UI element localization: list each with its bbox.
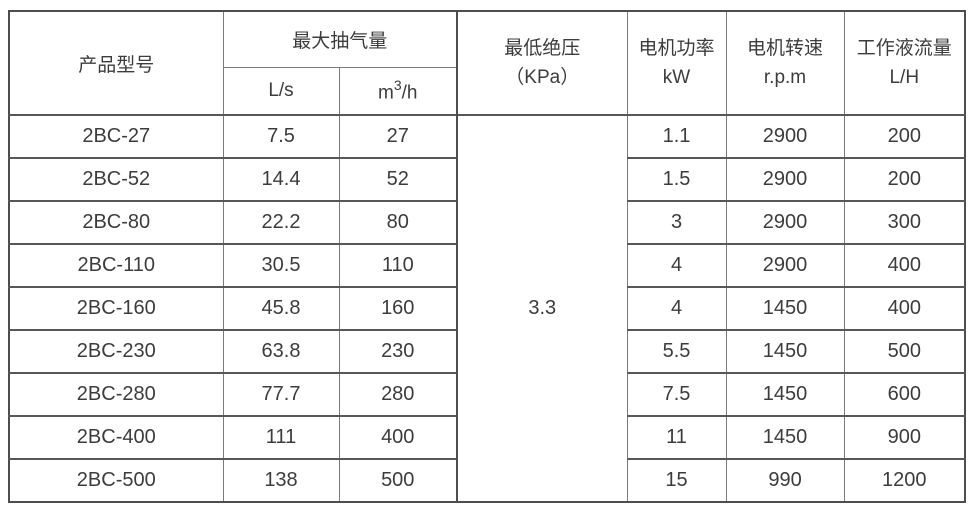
model-cell: 2BC-230 xyxy=(8,329,224,374)
m3h-cell: 80 xyxy=(338,200,458,245)
model-cell: 2BC-500 xyxy=(8,458,224,503)
kw-cell: 4 xyxy=(626,243,727,288)
lh-cell: 300 xyxy=(843,200,966,245)
ls-cell: 111 xyxy=(222,415,340,460)
m3h-cell: 52 xyxy=(338,157,458,202)
ls-cell: 63.8 xyxy=(222,329,340,374)
header-min-pressure: 最低绝压 （KPa） xyxy=(456,10,628,116)
kw-cell: 3 xyxy=(626,200,727,245)
rpm-cell: 2900 xyxy=(725,243,845,288)
rpm-cell: 1450 xyxy=(725,372,845,417)
header-unit-m3h: m3/h xyxy=(338,66,458,116)
lh-cell: 600 xyxy=(843,372,966,417)
rpm-cell: 2900 xyxy=(725,200,845,245)
kw-cell: 7.5 xyxy=(626,372,727,417)
table-body: 2BC-27 7.5 27 3.3 1.1 2900 200 2BC-52 14.4 52 1.5 2… xyxy=(8,114,966,503)
ls-cell: 7.5 xyxy=(222,114,340,159)
header-motor-power: 电机功率 kW xyxy=(626,10,727,116)
header-motor-power-name: 电机功率 xyxy=(638,38,715,59)
rpm-cell: 1450 xyxy=(725,329,845,374)
model-cell: 2BC-110 xyxy=(8,243,224,288)
pump-spec-table: 产品型号 最大抽气量 最低绝压 （KPa） 电机功率 kW 电机转速 r.p.m… xyxy=(8,10,967,503)
rpm-cell: 2900 xyxy=(725,114,845,159)
model-cell: 2BC-80 xyxy=(8,200,224,245)
header-fluid-flow-unit: L/H xyxy=(889,67,920,88)
header-min-pressure-name: 最低绝压 xyxy=(504,38,581,59)
header-motor-power-unit: kW xyxy=(662,67,691,88)
table-row: 2BC-500 138 500 15 990 1200 xyxy=(8,458,966,503)
kw-cell: 15 xyxy=(626,458,727,503)
table-row: 2BC-400 111 400 11 1450 900 xyxy=(8,415,966,460)
m3h-cell: 110 xyxy=(338,243,458,288)
ls-cell: 30.5 xyxy=(222,243,340,288)
table-row: 2BC-160 45.8 160 4 1450 400 xyxy=(8,286,966,331)
table-row: 2BC-27 7.5 27 3.3 1.1 2900 200 xyxy=(8,114,966,503)
min-pressure-value-cell: 3.3 xyxy=(456,114,628,503)
ls-cell: 45.8 xyxy=(222,286,340,331)
kw-cell: 1.1 xyxy=(626,114,727,159)
model-cell: 2BC-400 xyxy=(8,415,224,460)
model-cell: 2BC-280 xyxy=(8,372,224,417)
model-cell: 2BC-160 xyxy=(8,286,224,331)
rpm-cell: 2900 xyxy=(725,157,845,202)
lh-cell: 500 xyxy=(843,329,966,374)
rpm-cell: 1450 xyxy=(725,415,845,460)
rpm-cell: 1450 xyxy=(725,286,845,331)
header-motor-speed-unit: r.p.m xyxy=(763,67,807,88)
table-header: 产品型号 最大抽气量 最低绝压 （KPa） 电机功率 kW 电机转速 r.p.m… xyxy=(8,10,966,116)
header-product-model: 产品型号 xyxy=(8,10,224,116)
kw-cell: 1.5 xyxy=(626,157,727,202)
ls-cell: 14.4 xyxy=(222,157,340,202)
header-min-pressure-unit: （KPa） xyxy=(505,67,580,88)
lh-cell: 200 xyxy=(843,157,966,202)
model-cell: 2BC-27 xyxy=(8,114,224,159)
kw-cell: 5.5 xyxy=(626,329,727,374)
m3h-cell: 280 xyxy=(338,372,458,417)
lh-cell: 200 xyxy=(843,114,966,159)
header-max-pumping-group: 最大抽气量 xyxy=(222,10,458,68)
header-row-2: L/s m3/h xyxy=(9,66,965,116)
header-unit-ls: L/s xyxy=(222,66,340,116)
m3h-base: m xyxy=(378,81,394,103)
rpm-cell: 990 xyxy=(725,458,845,503)
header-row-1: 产品型号 最大抽气量 最低绝压 （KPa） 电机功率 kW 电机转速 r.p.m… xyxy=(8,10,966,116)
m3h-cell: 27 xyxy=(338,114,458,159)
header-motor-speed: 电机转速 r.p.m xyxy=(725,10,845,116)
header-fluid-flow-name: 工作液流量 xyxy=(856,38,952,59)
table-row: 2BC-230 63.8 230 5.5 1450 500 xyxy=(8,329,966,374)
lh-cell: 400 xyxy=(843,243,966,288)
table-row: 2BC-110 30.5 110 4 2900 400 xyxy=(8,243,966,288)
ls-cell: 77.7 xyxy=(222,372,340,417)
m3h-cell: 230 xyxy=(338,329,458,374)
ls-cell: 22.2 xyxy=(222,200,340,245)
m3h-cell: 400 xyxy=(338,415,458,460)
m3h-rest: /h xyxy=(401,81,418,103)
m3h-sup: 3 xyxy=(393,76,402,93)
lh-cell: 1200 xyxy=(843,458,966,503)
lh-cell: 900 xyxy=(843,415,966,460)
lh-cell: 400 xyxy=(843,286,966,331)
kw-cell: 4 xyxy=(626,286,727,331)
header-fluid-flow: 工作液流量 L/H xyxy=(843,10,966,116)
kw-cell: 11 xyxy=(626,415,727,460)
ls-cell: 138 xyxy=(222,458,340,503)
model-cell: 2BC-52 xyxy=(8,157,224,202)
table-row: 2BC-80 22.2 80 3 2900 300 xyxy=(8,200,966,245)
m3h-cell: 500 xyxy=(338,458,458,503)
header-motor-speed-name: 电机转速 xyxy=(747,38,824,59)
m3h-cell: 160 xyxy=(338,286,458,331)
